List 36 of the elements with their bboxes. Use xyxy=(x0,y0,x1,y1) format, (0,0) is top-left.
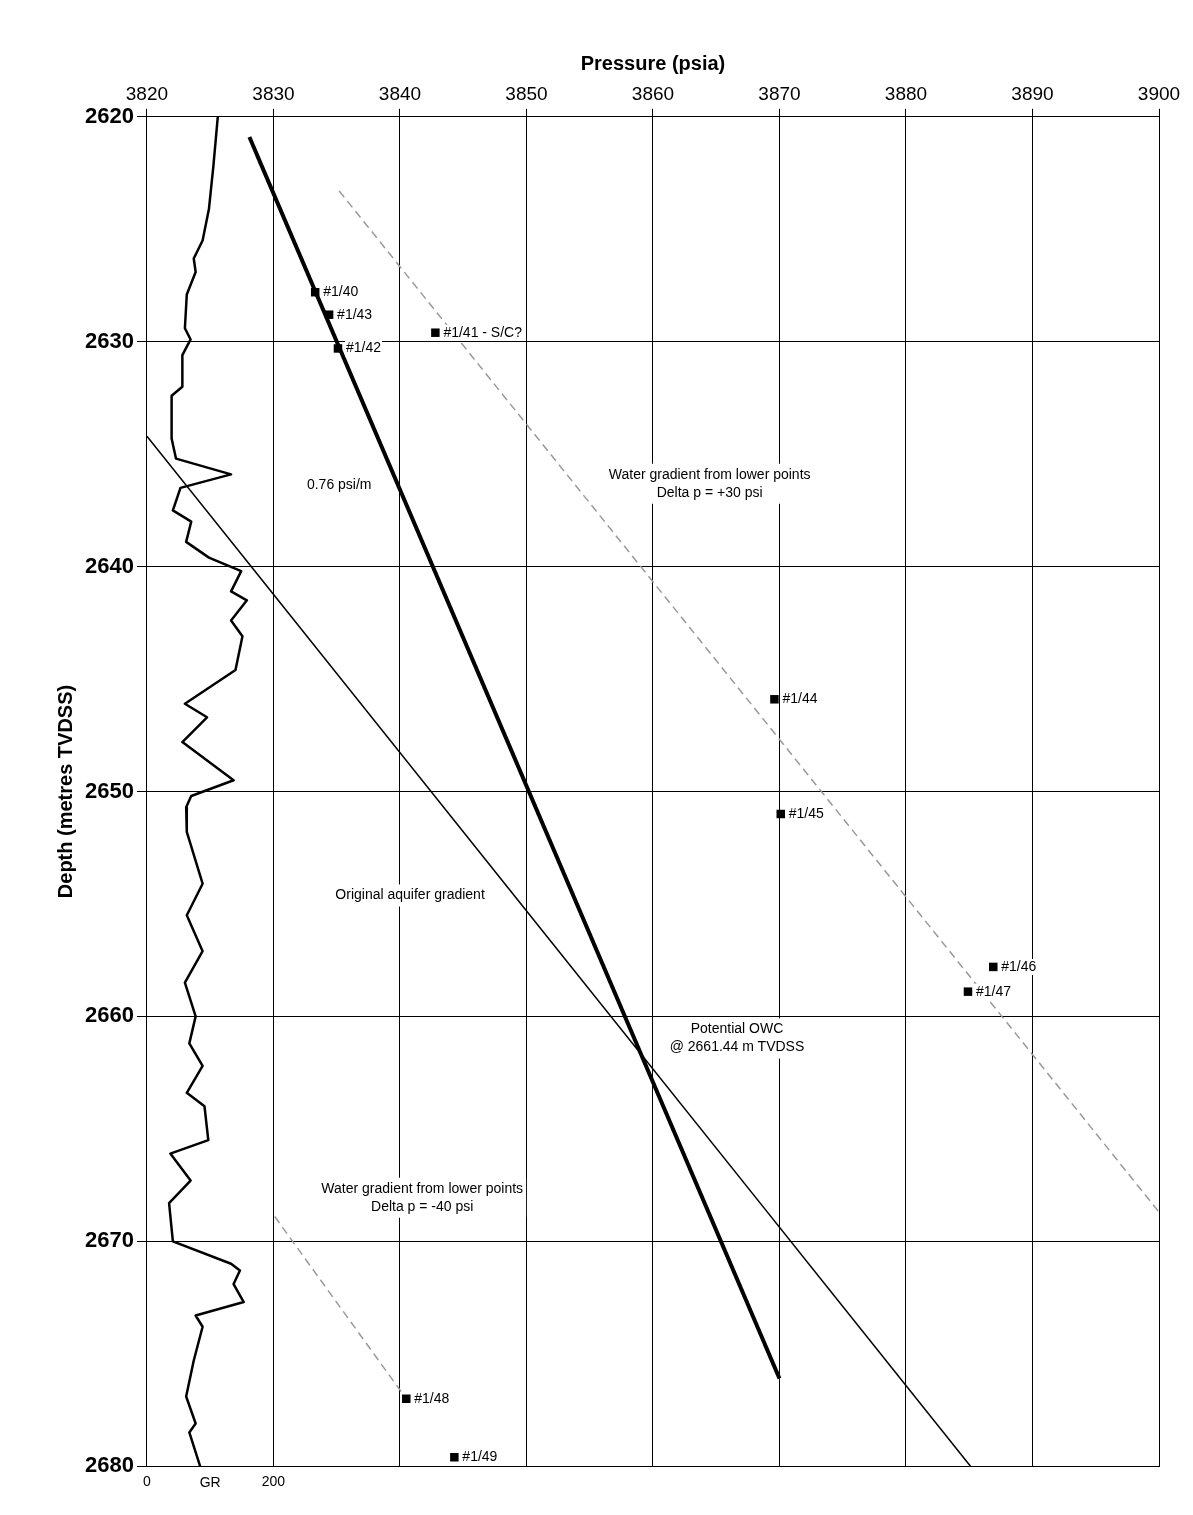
x-tick-label: 3860 xyxy=(631,82,675,104)
y-axis-title: Depth (metres TVDSS) xyxy=(53,684,76,899)
y-tick-label: 2640 xyxy=(84,552,134,578)
x-tick-label: 3820 xyxy=(125,82,169,104)
x-tick-label: 3890 xyxy=(1011,82,1054,104)
annotation: #1/43 xyxy=(337,305,373,322)
x2-tick-label: 200 xyxy=(261,1473,286,1490)
annotation: Water gradient from lower points Delta p = +30 psi xyxy=(608,465,811,500)
x-tick-label: 3850 xyxy=(505,82,548,104)
x2-axis-title: GR xyxy=(199,1474,221,1491)
annotation: Water gradient from lower points Delta p = -40 psi xyxy=(321,1179,524,1214)
y-tick-label: 2620 xyxy=(84,102,134,128)
x-tick-label: 3900 xyxy=(1137,82,1181,104)
annotation: #1/45 xyxy=(788,804,824,821)
annotation: #1/42 xyxy=(345,339,382,356)
x-tick-label: 3840 xyxy=(378,82,422,104)
annotation: #1/48 xyxy=(414,1389,450,1406)
annotation: #1/46 xyxy=(1001,957,1037,974)
x2-tick-label: 0 xyxy=(143,1473,152,1490)
annotation: #1/44 xyxy=(782,690,818,707)
annotation: #1/49 xyxy=(462,1448,498,1465)
x-tick-label: 3830 xyxy=(252,82,295,104)
annotation: 0.76 psi/m xyxy=(306,476,372,493)
annotation: #1/40 xyxy=(323,283,359,300)
y-tick-label: 2680 xyxy=(84,1452,134,1478)
y-tick-label: 2650 xyxy=(84,777,134,803)
annotation: #1/47 xyxy=(975,982,1012,999)
y-tick-label: 2660 xyxy=(84,1002,134,1028)
x-tick-label: 3870 xyxy=(758,82,801,104)
annotation: Potential OWC @ 2661.44 m TVDSS xyxy=(669,1020,805,1055)
x-tick-label: 3880 xyxy=(884,82,928,104)
y-tick-label: 2630 xyxy=(84,327,134,353)
annotation: Original aquifer gradient xyxy=(335,886,485,903)
annotation: #1/41 - S/C? xyxy=(443,323,523,340)
x-axis-title: Pressure (psia) xyxy=(580,51,726,74)
y-tick-label: 2670 xyxy=(84,1227,134,1253)
